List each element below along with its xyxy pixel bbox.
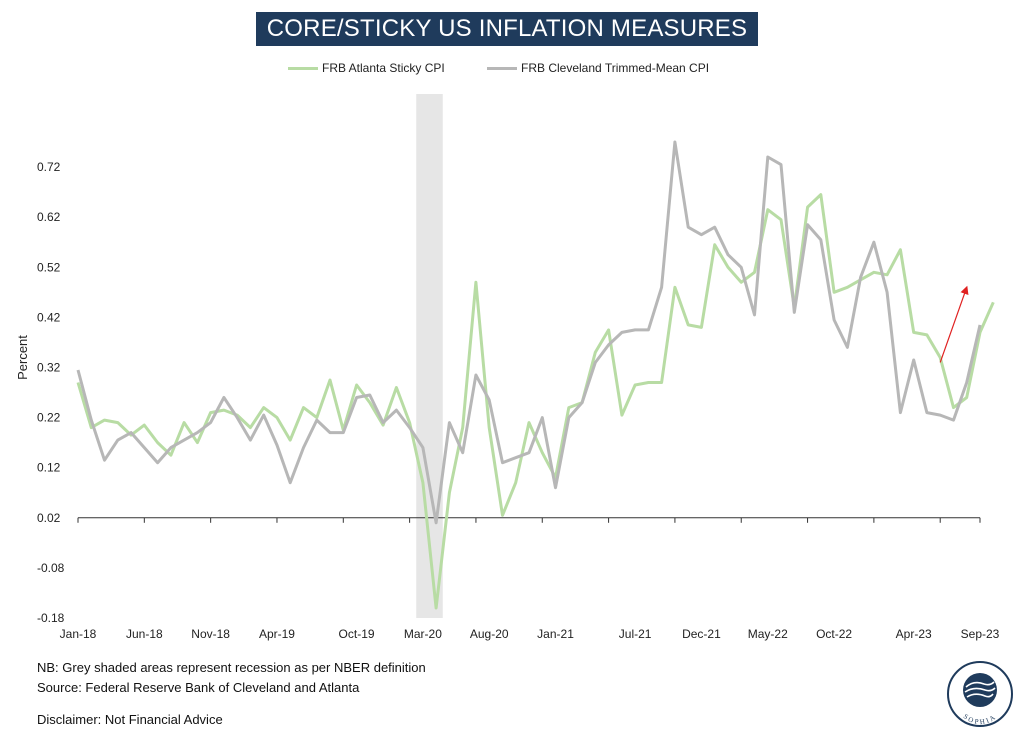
y-tick-label: 0.32 [37,360,61,374]
x-tick-label: Apr-19 [259,627,295,641]
x-tick-label: May-22 [748,627,788,641]
x-tick-label: Aug-20 [470,627,509,641]
x-tick-label: Oct-19 [339,627,375,641]
x-tick-label: Sep-23 [961,627,1000,641]
chart-title: CORE/STICKY US INFLATION MEASURES [256,12,758,46]
x-tick-label: Jul-21 [619,627,652,641]
note-source: Source: Federal Reserve Bank of Clevelan… [37,680,360,695]
x-tick-label: Apr-23 [896,627,932,641]
note-recession: NB: Grey shaded areas represent recessio… [37,660,426,675]
x-tick-label: Dec-21 [682,627,721,641]
legend-label-cleveland: FRB Cleveland Trimmed-Mean CPI [521,61,710,75]
x-tick-label: Jan-21 [537,627,574,641]
x-tick-label: Nov-18 [191,627,230,641]
trend-arrow [939,285,969,363]
y-tick-label: 0.22 [37,411,61,425]
y-tick-label: -0.18 [37,611,65,625]
legend-label-atlanta: FRB Atlanta Sticky CPI [322,61,445,75]
y-tick-label: 0.52 [37,260,61,274]
x-tick-label: Jan-18 [60,627,97,641]
legend: FRB Atlanta Sticky CPI FRB Cleveland Tri… [0,58,1021,78]
y-tick-label: 0.62 [37,210,61,224]
x-tick-label: Mar-20 [404,627,442,641]
legend-swatch-atlanta [288,67,318,70]
y-tick-label: 0.72 [37,160,61,174]
note-disclaimer: Disclaimer: Not Financial Advice [37,712,223,727]
y-tick-label: 0.42 [37,310,61,324]
x-tick-label: Jun-18 [126,627,163,641]
line-chart: -0.18 -0.08 0.02 0.12 0.22 0.32 0.42 0.52 0.62 0.… [15,94,1000,641]
series-line-atlanta [76,193,995,610]
y-axis-title: Percent [15,335,30,380]
y-tick-label: 0.02 [37,511,61,525]
x-tick-label: Oct-22 [816,627,852,641]
series-line-cleveland [76,140,982,525]
recession-band [416,94,443,618]
y-tick-label: 0.12 [37,461,61,475]
sophia-logo: SOPHIA [947,661,1013,727]
y-tick-label: -0.08 [37,561,65,575]
legend-swatch-cleveland [487,67,517,70]
